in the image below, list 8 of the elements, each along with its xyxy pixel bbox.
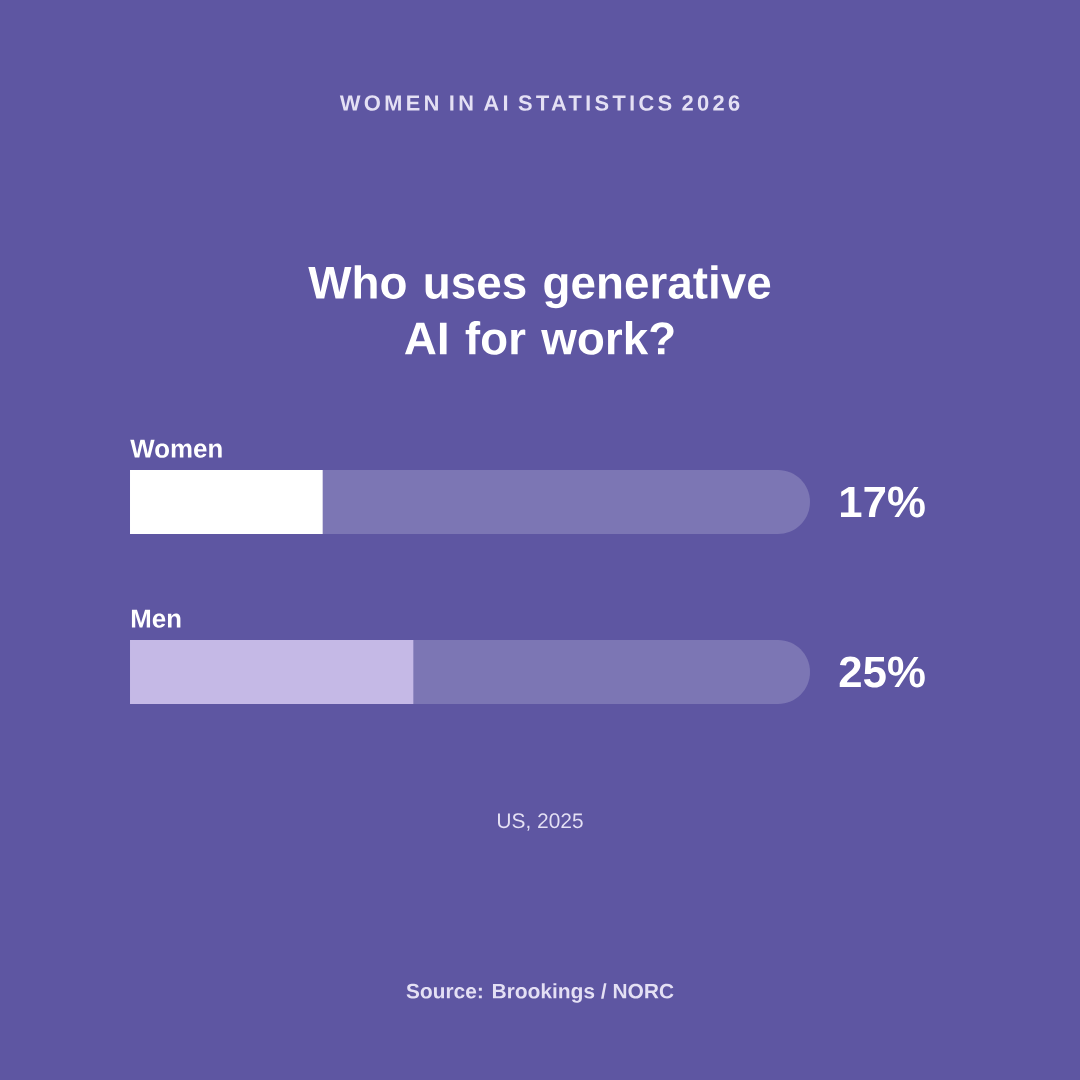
- chart-title: WOMEN IN AI STATISTICS 2026: [339, 95, 740, 111]
- y-tick-label: Women: [130, 439, 222, 458]
- text: US, 2025: [498, 813, 583, 831]
- y-tick-label: Men: [131, 609, 181, 628]
- chart-subtitle: Who uses generative AI for work?: [308, 265, 771, 355]
- source-note: Source: Brookings / NORC: [406, 983, 674, 1003]
- data-label: 17%: [840, 486, 925, 518]
- data-label: 25%: [839, 656, 925, 688]
